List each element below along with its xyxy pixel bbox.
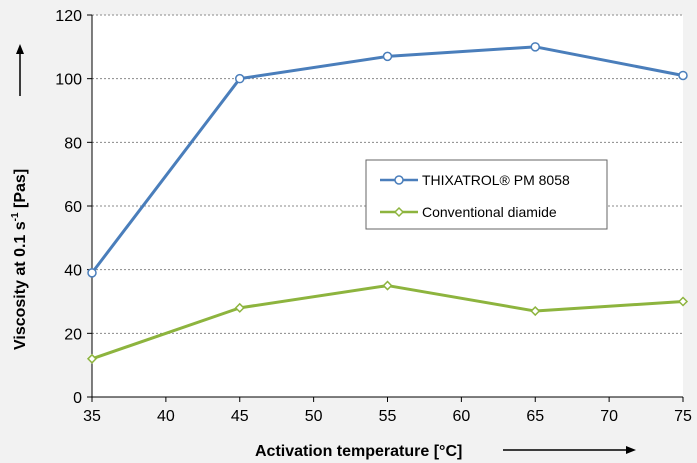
data-point [677, 296, 689, 307]
data-point [87, 268, 97, 278]
x-tick-label: 60 [452, 408, 470, 425]
series-group [86, 42, 689, 364]
x-tick-label: 55 [379, 408, 397, 425]
y-tick-label: 0 [73, 390, 82, 407]
legend-label-1: THIXATROL® PM 8058 [422, 172, 570, 188]
data-point [235, 73, 245, 84]
series-1 [87, 42, 688, 278]
y-axis-arrow [16, 44, 24, 96]
x-tick-label: 70 [600, 408, 618, 425]
x-tick-label: 75 [674, 408, 692, 425]
y-axis-title-superscript: -1 [10, 212, 21, 221]
data-point [86, 353, 98, 364]
data-point [530, 42, 540, 52]
legend: THIXATROL® PM 8058 Conventional diamide [365, 159, 608, 230]
series-2 [86, 280, 689, 364]
x-tick-labels: 35 40 45 50 55 60 65 70 75 [83, 408, 692, 425]
y-tick-label: 120 [55, 8, 82, 25]
legend-item-2: Conventional diamide [380, 204, 557, 220]
y-axis-title: Viscosity at 0.1 s-1 [Pas] [10, 169, 29, 350]
y-tick-label: 60 [64, 199, 82, 216]
x-axis-arrow [503, 446, 636, 454]
data-point [382, 280, 393, 291]
data-point [678, 70, 688, 81]
legend-box [365, 159, 608, 230]
y-tick-labels: 0 20 40 60 80 100 120 [55, 8, 82, 407]
x-axis-title: Activation temperature [°C] [255, 443, 462, 460]
data-point [234, 302, 245, 313]
data-point [382, 51, 393, 62]
x-tick-label: 50 [305, 408, 323, 425]
legend-label-2: Conventional diamide [422, 204, 557, 220]
y-tick-label: 20 [64, 326, 82, 343]
x-tick-label: 35 [83, 408, 101, 425]
axes [87, 14, 684, 402]
legend-item-1: THIXATROL® PM 8058 [380, 172, 570, 188]
data-point [530, 305, 541, 317]
x-tick-label: 65 [526, 408, 544, 425]
y-tick-label: 40 [64, 263, 82, 280]
x-tick-label: 40 [157, 408, 175, 425]
y-tick-label: 100 [55, 72, 82, 89]
x-tick-label: 45 [231, 408, 249, 425]
y-tick-label: 80 [64, 135, 82, 152]
